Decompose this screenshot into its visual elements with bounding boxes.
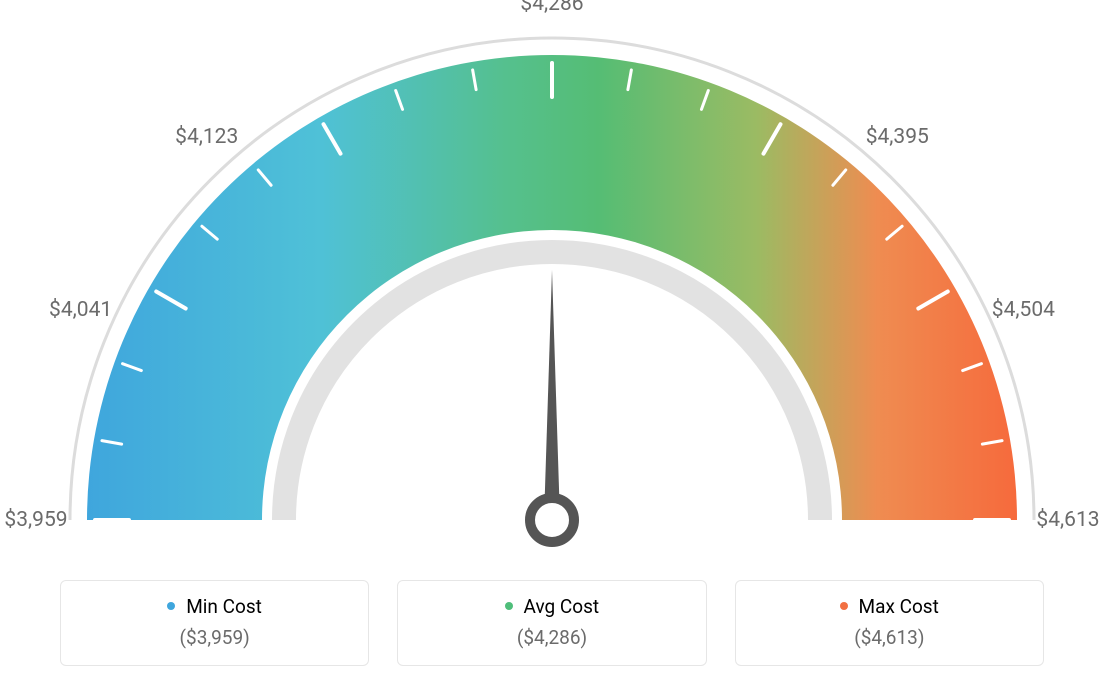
legend-title-max: Max Cost: [746, 595, 1033, 618]
gauge-tick-label: $4,395: [866, 125, 929, 149]
legend-title-min: Min Cost: [71, 595, 358, 618]
gauge-tick-label: $4,041: [49, 298, 112, 322]
legend-dot-avg: [505, 602, 513, 610]
gauge-tick-label: $4,123: [175, 125, 238, 149]
legend-card-max: Max Cost ($4,613): [735, 580, 1044, 666]
legend-label-max: Max Cost: [859, 595, 939, 618]
legend-title-avg: Avg Cost: [408, 595, 695, 618]
gauge-tick-label: $4,613: [1036, 508, 1099, 532]
legend-dot-min: [167, 602, 175, 610]
legend-value-min: ($3,959): [71, 626, 358, 649]
legend-card-avg: Avg Cost ($4,286): [397, 580, 706, 666]
legend-card-min: Min Cost ($3,959): [60, 580, 369, 666]
legend-row: Min Cost ($3,959) Avg Cost ($4,286) Max …: [60, 580, 1044, 666]
cost-gauge-chart: $3,959 $4,041 $4,123 $4,286 $4,395 $4,504 $4,6…: [0, 0, 1104, 690]
gauge-tick-label: $4,504: [992, 298, 1055, 322]
legend-label-avg: Avg Cost: [524, 595, 600, 618]
legend-value-max: ($4,613): [746, 626, 1033, 649]
gauge-area: $3,959 $4,041 $4,123 $4,286 $4,395 $4,504 $4,6…: [0, 0, 1104, 560]
gauge-tick-label: $3,959: [4, 508, 67, 532]
legend-dot-max: [840, 602, 848, 610]
legend-label-min: Min Cost: [186, 595, 262, 618]
gauge-svg: [0, 0, 1104, 560]
legend-value-avg: ($4,286): [408, 626, 695, 649]
gauge-tick-label: $4,286: [520, 0, 583, 16]
